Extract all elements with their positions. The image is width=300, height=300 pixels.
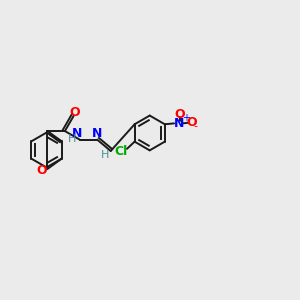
Text: N: N — [174, 117, 185, 130]
Text: N: N — [72, 127, 82, 140]
Text: H: H — [100, 150, 109, 160]
Text: O: O — [186, 116, 197, 129]
Text: N: N — [92, 127, 103, 140]
Text: Cl: Cl — [114, 146, 128, 158]
Text: O: O — [37, 164, 47, 177]
Text: O: O — [69, 106, 80, 118]
Text: -: - — [193, 122, 197, 131]
Text: H: H — [68, 134, 76, 144]
Text: +: + — [182, 113, 190, 123]
Text: O: O — [174, 108, 185, 121]
